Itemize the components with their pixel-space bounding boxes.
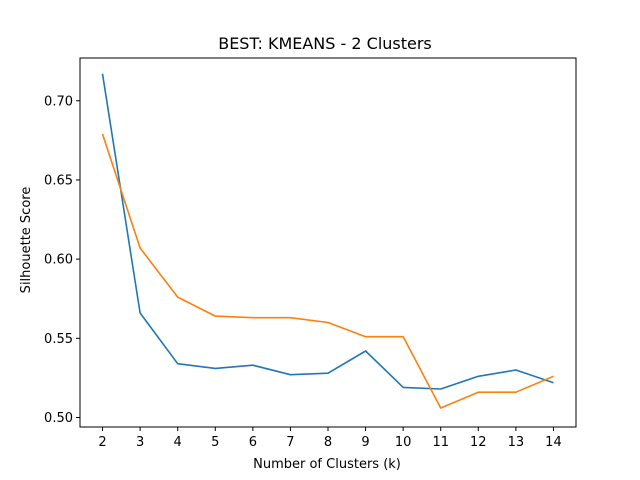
x-tick-label: 5 [211,435,219,450]
x-tick-label: 10 [395,435,412,450]
series-line-1 [101,73,554,390]
x-axis-label: Number of Clusters (k) [253,457,401,472]
y-tick-label: 0.65 [44,173,73,188]
x-axis: 2 3 4 5 6 7 8 9 10 11 12 13 14 [98,427,562,450]
y-axis-label: Silhouette Score [19,187,34,294]
chart-title: BEST: KMEANS - 2 Clusters [218,34,432,53]
x-tick-label: 4 [174,435,182,450]
x-tick-label: 7 [286,435,294,450]
x-tick-label: 14 [545,435,562,450]
plot-area [101,73,554,409]
y-tick-label: 0.55 [44,332,73,347]
y-tick-label: 0.70 [44,94,73,109]
y-axis: 0.50 0.55 0.60 0.65 0.70 [44,94,80,426]
x-tick-label: 12 [470,435,487,450]
x-tick-label: 11 [432,435,449,450]
x-tick-label: 2 [98,435,106,450]
x-tick-label: 13 [508,435,525,450]
y-tick-label: 0.60 [44,253,73,268]
x-tick-label: 8 [324,435,332,450]
series-line-2 [101,133,554,409]
x-tick-label: 9 [361,435,369,450]
x-tick-label: 6 [249,435,257,450]
y-tick-label: 0.50 [44,411,73,426]
x-tick-label: 3 [136,435,144,450]
